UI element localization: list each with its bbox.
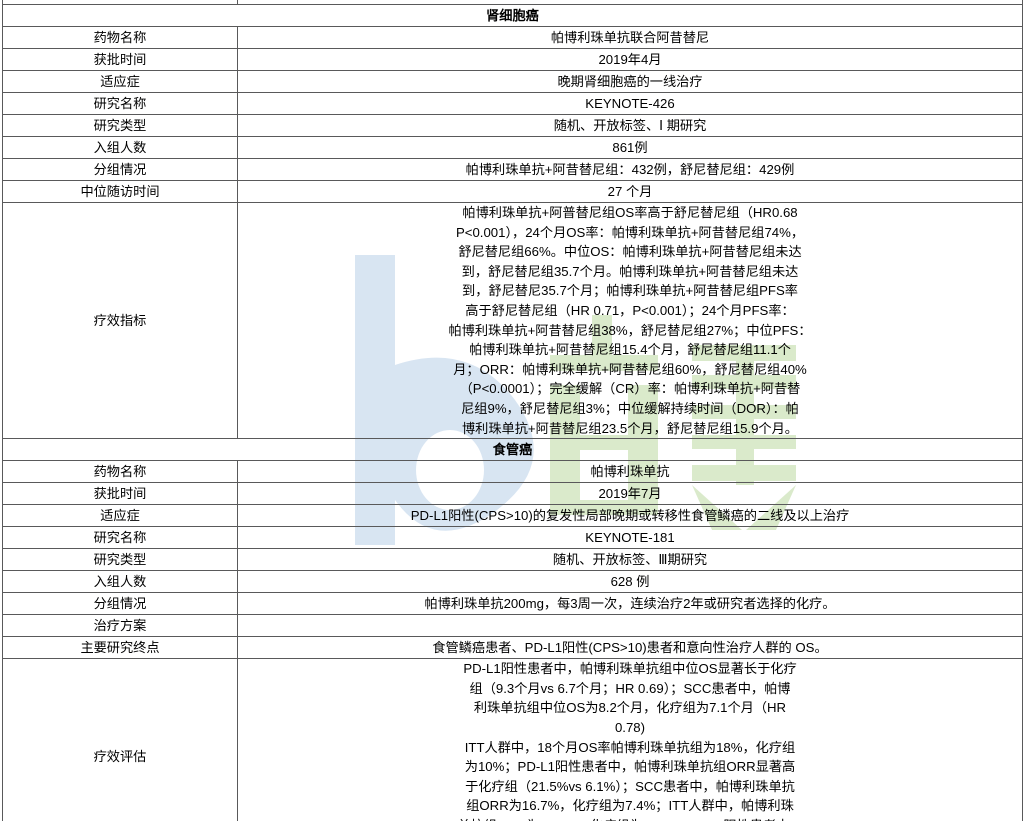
row-value: 晚期肾细胞癌的一线治疗 [237,70,1023,93]
value-line: 高于舒尼替尼组（HR 0.71，P<0.001）；24个月PFS率： [465,302,795,318]
section-header-row: 肾细胞癌 [2,4,1023,27]
row-value: KEYNOTE-426 [237,92,1023,115]
row-label: 研究类型 [2,548,238,572]
table-row: 研究类型 随机、开放标签、Ⅰ 期研究 [2,114,1023,137]
table-row: 分组情况 帕博利珠单抗+阿昔替尼组：432例，舒尼替尼组：429例 [2,158,1023,181]
row-value-multiline: 帕博利珠单抗+阿普替尼组OS率高于舒尼替尼组（HR0.68 P<0.001），24… [237,201,1023,440]
row-label: 治疗方案 [2,614,238,638]
table-row: 药物名称 帕博利珠单抗 [2,460,1023,484]
value-line: 月；ORR：帕博利珠单抗+阿昔替尼组60%，舒尼替尼组40% [453,361,807,377]
value-line: 于化疗组（21.5%vs 6.1%）；SCC患者中，帕博利珠单抗 [465,778,795,794]
row-label: 药物名称 [2,26,238,49]
row-value: 帕博利珠单抗200mg，每3周一次，连续治疗2年或研究者选择的化疗。 [237,592,1023,616]
value-line: （P<0.0001）；完全缓解（CR）率：帕博利珠单抗+阿昔替 [459,381,801,397]
section-header-esophageal-cancer: 食管癌 [2,438,1023,462]
row-label: 研究名称 [2,92,238,115]
row-value [237,614,1023,638]
value-line: 为10%；PD-L1阳性患者中，帕博利珠单抗组ORR显著高 [464,759,796,775]
row-label: 分组情况 [2,158,238,181]
row-value: 2019年7月 [237,482,1023,506]
table-row: 研究名称 KEYNOTE-426 [2,92,1023,115]
row-value: 628 例 [237,570,1023,594]
row-label: 获批时间 [2,482,238,506]
table-row-multiline: 疗效指标 帕博利珠单抗+阿普替尼组OS率高于舒尼替尼组（HR0.68 P<0.001… [2,201,1023,440]
table-row: 入组人数 628 例 [2,570,1023,594]
row-label: 分组情况 [2,592,238,616]
row-value: KEYNOTE-181 [237,526,1023,550]
value-line: ITT人群中，18个月OS率帕博利珠单抗组为18%，化疗组 [464,739,796,755]
row-label: 研究类型 [2,114,238,137]
value-line: 帕博利珠单抗+阿昔替尼组38%，舒尼替尼组27%；中位PFS： [448,322,812,338]
row-label: 药物名称 [2,460,238,484]
value-line: 到，舒尼替尼组35.7个月。帕博利珠单抗+阿昔替尼组未达 [461,263,799,279]
row-label: 主要研究终点 [2,636,238,660]
row-label: 入组人数 [2,136,238,159]
row-value: 2019年4月 [237,48,1023,71]
row-value: 帕博利珠单抗联合阿昔替尼 [237,26,1023,49]
value-line: 舒尼替尼组66%。中位OS：帕博利珠单抗+阿昔替尼组未达 [458,244,802,260]
value-line: 组ORR为16.7%，化疗组为7.4%；ITT人群中，帕博利珠 [466,798,794,814]
table-row: 药物名称 帕博利珠单抗联合阿昔替尼 [2,26,1023,49]
table-row: 入组人数 861例 [2,136,1023,159]
row-value: 随机、开放标签、Ⅲ期研究 [237,548,1023,572]
row-value: 27 个月 [237,180,1023,203]
row-label: 中位随访时间 [2,180,238,203]
value-line: 尼组9%，舒尼替尼组3%；中位缓解持续时间（DOR）：帕 [461,400,799,416]
row-label: 适应症 [2,504,238,528]
row-label: 入组人数 [2,570,238,594]
row-value: 随机、开放标签、Ⅰ 期研究 [237,114,1023,137]
row-value: 帕博利珠单抗 [237,460,1023,484]
value-line: 到，舒尼替尼35.7个月；帕博利珠单抗+阿昔替尼组PFS率 [462,283,798,299]
row-label: 疗效评估 [2,658,238,821]
row-value: PD-L1阳性(CPS>10)的复发性局部晚期或转移性食管鳞癌的二线及以上治疗 [237,504,1023,528]
row-value-multiline: PD-L1阳性患者中，帕博利珠单抗组中位OS显著长于化疗 组（9.3个月vs 6.… [237,658,1023,821]
table-row: 适应症 PD-L1阳性(CPS>10)的复发性局部晚期或转移性食管鳞癌的二线及以上… [2,504,1023,528]
table-row: 获批时间 2019年4月 [2,48,1023,71]
value-line: 博利珠单抗+阿昔替尼组23.5个月，舒尼替尼组15.9个月。 [462,420,798,436]
table-row: 治疗方案 [2,614,1023,638]
section-header-row: 食管癌 [2,438,1023,462]
table-row: 主要研究终点 食管鳞癌患者、PD-L1阳性(CPS>10)患者和意向性治疗人群的 … [2,636,1023,660]
row-label: 获批时间 [2,48,238,71]
row-value: 食管鳞癌患者、PD-L1阳性(CPS>10)患者和意向性治疗人群的 OS。 [237,636,1023,660]
row-value: 861例 [237,136,1023,159]
value-line: 0.78) [614,719,646,735]
table-row: 分组情况 帕博利珠单抗200mg，每3周一次，连续治疗2年或研究者选择的化疗。 [2,592,1023,616]
table-row: 适应症 晚期肾细胞癌的一线治疗 [2,70,1023,93]
table-row: 研究类型 随机、开放标签、Ⅲ期研究 [2,548,1023,572]
table-row: 获批时间 2019年7月 [2,482,1023,506]
row-label: 疗效指标 [2,201,238,440]
value-line: 帕博利珠单抗+阿昔替尼组15.4个月，舒尼替尼组11.1个 [469,342,791,358]
value-line: 单抗组ORR为13.1%，化疗组为6.7%；PD-L1阳性患者中， [240,816,1020,821]
value-line: 利珠单抗组中位OS为8.2个月，化疗组为7.1个月（HR [473,700,787,716]
value-line: 帕博利珠单抗+阿普替尼组OS率高于舒尼替尼组（HR0.68 [462,205,798,220]
value-line: 组（9.3个月vs 6.7个月；HR 0.69）；SCC患者中，帕博 [469,680,791,696]
table-row-multiline: 疗效评估 PD-L1阳性患者中，帕博利珠单抗组中位OS显著长于化疗 组（9.3个月v… [2,658,1023,821]
section-header-renal-cell-carcinoma: 肾细胞癌 [2,4,1023,27]
row-label: 适应症 [2,70,238,93]
value-line: PD-L1阳性患者中，帕博利珠单抗组中位OS显著长于化疗 [463,661,797,677]
table-row: 中位随访时间 27 个月 [2,180,1023,203]
table-row: 研究名称 KEYNOTE-181 [2,526,1023,550]
value-line: P<0.001），24个月OS率：帕博利珠单抗+阿昔替尼组74%， [455,224,805,240]
row-value: 帕博利珠单抗+阿昔替尼组：432例，舒尼替尼组：429例 [237,158,1023,181]
row-label: 研究名称 [2,526,238,550]
